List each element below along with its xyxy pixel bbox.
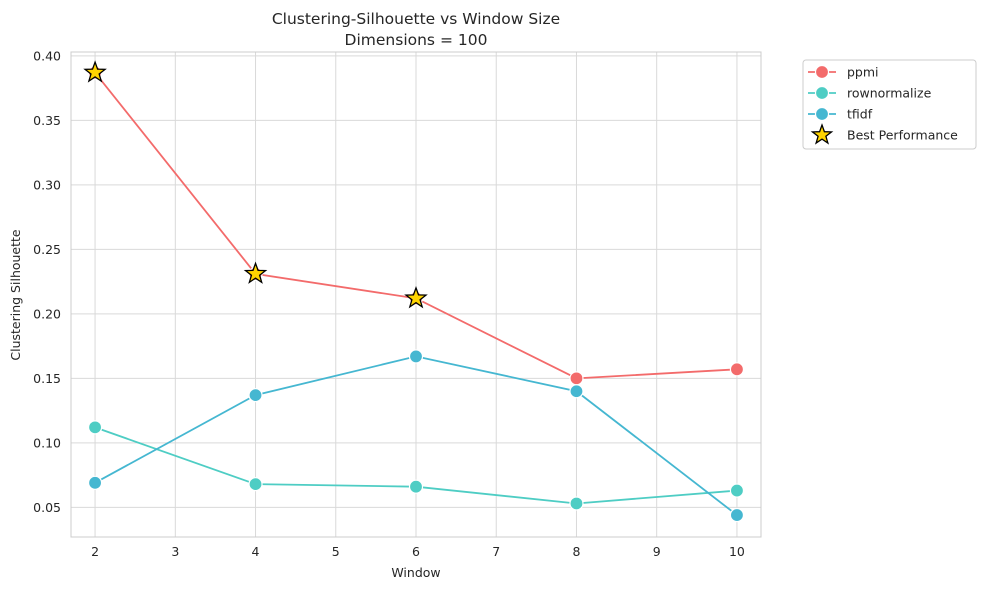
y-tick-label: 0.35 xyxy=(33,113,61,128)
x-tick-labels: 2 3 4 5 6 7 8 9 10 xyxy=(91,544,745,559)
legend-item-ppmi: ppmi xyxy=(808,65,879,80)
legend-label: Best Performance xyxy=(847,128,958,143)
y-tick-label: 0.40 xyxy=(33,48,61,63)
chart-title: Clustering-Silhouette vs Window Size xyxy=(272,10,560,28)
y-tick-label: 0.10 xyxy=(33,435,61,450)
best-performance-star xyxy=(83,60,107,83)
data-point-rownormalize xyxy=(408,479,424,494)
series-tfidf xyxy=(87,349,745,523)
x-tick-label: 4 xyxy=(252,544,260,559)
data-point-ppmi xyxy=(569,371,584,386)
x-tick-label: 8 xyxy=(572,544,580,559)
legend-item-best-performance: Best Performance xyxy=(810,123,958,145)
data-point-rownormalize xyxy=(729,483,745,498)
x-tick-label: 9 xyxy=(653,544,661,559)
legend-marker xyxy=(814,106,830,122)
x-tick-label: 3 xyxy=(171,544,179,559)
legend-label: ppmi xyxy=(847,65,879,80)
legend-star xyxy=(810,123,834,145)
y-tick-label: 0.20 xyxy=(33,306,61,321)
y-tick-label: 0.30 xyxy=(33,177,61,192)
data-point-rownormalize xyxy=(248,477,263,492)
series-rownormalize xyxy=(87,420,745,511)
plot-frame xyxy=(70,51,762,538)
data-point-rownormalize xyxy=(87,420,103,435)
best-performance-star xyxy=(404,285,428,309)
legend-label: rownormalize xyxy=(847,86,932,101)
y-tick-labels: 0.05 0.10 0.15 0.20 0.25 0.30 0.35 0.40 xyxy=(33,48,61,514)
legend: ppmi rownormalize tfidf Best Performance xyxy=(802,59,977,150)
x-tick-label: 2 xyxy=(91,544,99,559)
y-tick-label: 0.05 xyxy=(33,500,61,515)
x-tick-label: 7 xyxy=(492,544,500,559)
legend-item-rownormalize: rownormalize xyxy=(808,86,932,101)
legend-marker xyxy=(814,85,830,101)
data-point-ppmi xyxy=(729,362,745,377)
best-performance-markers xyxy=(83,60,428,309)
data-point-rownormalize xyxy=(569,496,584,511)
legend-frame xyxy=(802,59,977,150)
grid xyxy=(71,52,761,537)
data-point-tfidf xyxy=(569,384,584,399)
legend-label: tfidf xyxy=(847,107,873,122)
chart-subtitle: Dimensions = 100 xyxy=(345,31,488,49)
x-tick-label: 5 xyxy=(332,544,340,559)
x-tick-label: 10 xyxy=(729,544,745,559)
y-tick-label: 0.15 xyxy=(33,371,61,386)
data-point-tfidf xyxy=(408,349,424,364)
legend-marker xyxy=(814,64,830,80)
best-performance-star xyxy=(243,261,268,284)
data-point-tfidf xyxy=(248,388,263,403)
x-axis-label: Window xyxy=(391,565,440,580)
y-axis-label: Clustering Silhouette xyxy=(8,229,23,361)
data-point-tfidf xyxy=(87,475,103,490)
x-tick-label: 6 xyxy=(412,544,420,559)
y-tick-label: 0.25 xyxy=(33,242,61,257)
data-point-tfidf xyxy=(729,507,745,523)
legend-item-tfidf: tfidf xyxy=(808,107,873,122)
